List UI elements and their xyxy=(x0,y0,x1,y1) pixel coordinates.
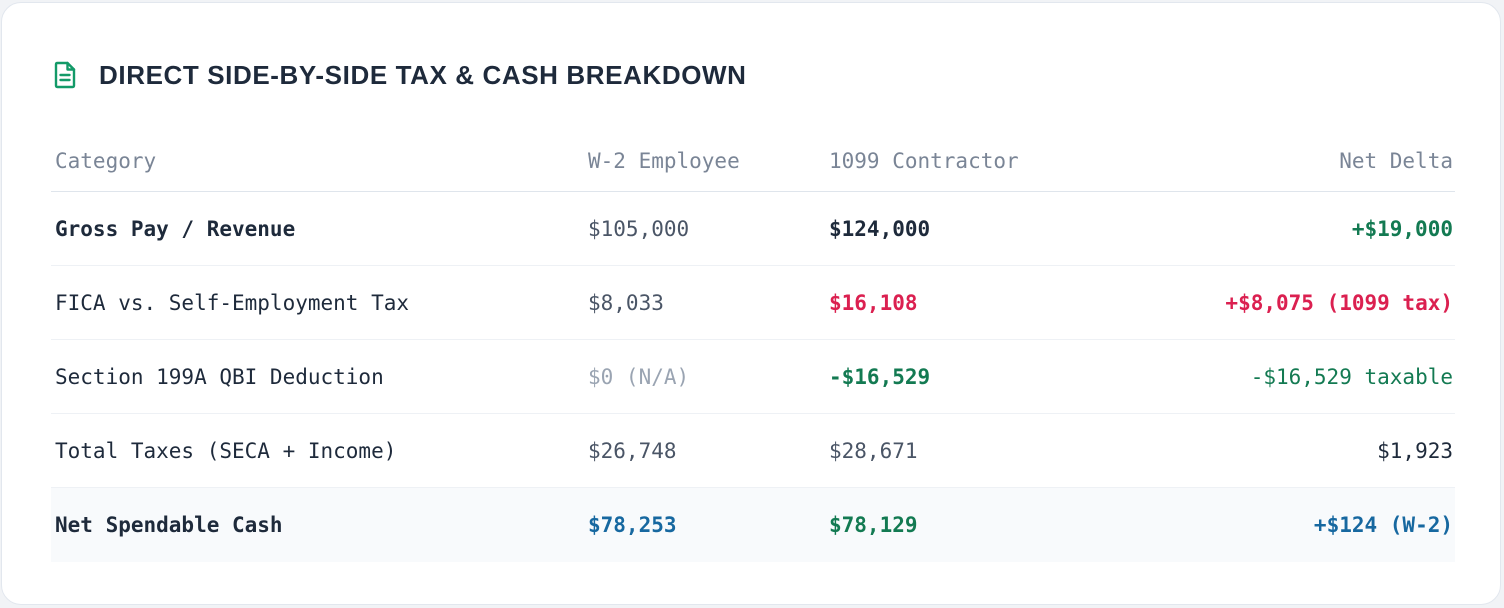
row-category: Net Spendable Cash xyxy=(55,513,283,537)
table-header-row: Category W-2 Employee 1099 Contractor Ne… xyxy=(51,130,1455,192)
table-row-net-cash: Net Spendable Cash $78,253 $78,129 +$124… xyxy=(51,488,1455,562)
card-header: DIRECT SIDE-BY-SIDE TAX & CASH BREAKDOWN xyxy=(53,59,747,91)
row-net-delta: +$8,075 (1099 tax) xyxy=(1225,290,1453,315)
row-net-delta: $1,923 xyxy=(1377,438,1453,463)
row-category: Gross Pay / Revenue xyxy=(55,216,296,241)
card-title: DIRECT SIDE-BY-SIDE TAX & CASH BREAKDOWN xyxy=(99,59,747,90)
column-header-category: Category xyxy=(55,148,157,173)
row-1099-value: -$16,529 xyxy=(829,364,931,389)
row-category: Total Taxes (SECA + Income) xyxy=(55,438,397,463)
table-row-fica: FICA vs. Self-Employment Tax $8,033 $16,… xyxy=(51,266,1455,340)
row-1099-value: $78,129 xyxy=(829,513,918,537)
row-net-delta: +$19,000 xyxy=(1351,216,1453,241)
document-icon xyxy=(53,59,81,91)
row-1099-value: $124,000 xyxy=(829,216,931,241)
row-net-delta: -$16,529 taxable xyxy=(1250,364,1453,389)
row-category: Section 199A QBI Deduction xyxy=(55,364,384,389)
row-net-delta: +$124 (W-2) xyxy=(1313,513,1453,537)
row-w2-value: $0 (N/A) xyxy=(588,364,690,389)
table-row-total-taxes: Total Taxes (SECA + Income) $26,748 $28,… xyxy=(51,414,1455,488)
row-w2-value: $78,253 xyxy=(588,513,677,537)
breakdown-table: Category W-2 Employee 1099 Contractor Ne… xyxy=(51,130,1455,562)
row-w2-value: $105,000 xyxy=(588,216,690,241)
row-w2-value: $8,033 xyxy=(588,290,664,315)
column-header-net-delta: Net Delta xyxy=(1339,148,1453,173)
row-1099-value: $28,671 xyxy=(829,438,918,463)
row-w2-value: $26,748 xyxy=(588,438,677,463)
row-1099-value: $16,108 xyxy=(829,290,918,315)
column-header-w2: W-2 Employee xyxy=(588,148,740,173)
table-row-qbi-deduction: Section 199A QBI Deduction $0 (N/A) -$16… xyxy=(51,340,1455,414)
row-category: FICA vs. Self-Employment Tax xyxy=(55,290,410,315)
table-row-gross-pay: Gross Pay / Revenue $105,000 $124,000 +$… xyxy=(51,192,1455,266)
column-header-1099: 1099 Contractor xyxy=(829,148,1019,173)
